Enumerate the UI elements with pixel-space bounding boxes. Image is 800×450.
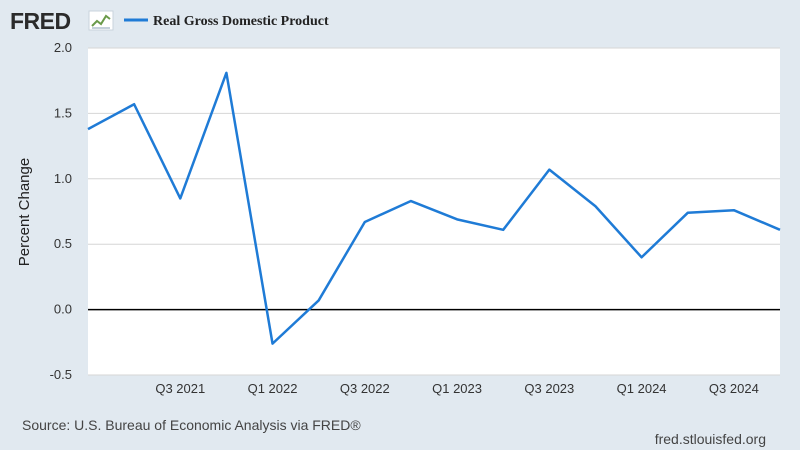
y-tick-label: -0.5 — [50, 367, 72, 382]
data-point[interactable] — [777, 227, 783, 233]
data-point[interactable] — [500, 227, 506, 233]
data-point[interactable] — [639, 254, 645, 260]
data-point[interactable] — [731, 207, 737, 213]
data-point[interactable] — [408, 198, 414, 204]
y-tick-label: 0.5 — [54, 236, 72, 251]
y-tick-label: 1.5 — [54, 105, 72, 120]
fred-chart-icon — [88, 10, 114, 31]
x-tick-label: Q3 2021 — [155, 381, 205, 396]
series-layer — [85, 70, 783, 347]
y-tick-label: 2.0 — [54, 40, 72, 55]
data-point[interactable] — [362, 219, 368, 225]
data-point[interactable] — [85, 126, 91, 132]
legend-label: Real Gross Domestic Product — [153, 14, 329, 29]
legend: Real Gross Domestic Product — [124, 14, 329, 29]
data-point[interactable] — [223, 70, 229, 76]
x-tick-label: Q1 2022 — [248, 381, 298, 396]
x-tick-label: Q3 2022 — [340, 381, 390, 396]
x-tick-label: Q1 2024 — [617, 381, 667, 396]
data-point[interactable] — [592, 203, 598, 209]
data-point[interactable] — [316, 297, 322, 303]
x-tick-label: Q3 2023 — [524, 381, 574, 396]
data-point[interactable] — [546, 167, 552, 173]
fred-logo[interactable]: FRED — [10, 8, 114, 34]
data-point[interactable] — [454, 216, 460, 222]
data-point[interactable] — [177, 195, 183, 201]
gridlines — [88, 47, 780, 376]
source-note: Source: U.S. Bureau of Economic Analysis… — [22, 417, 361, 433]
y-axis-ticks: 2.0 1.5 1.0 0.5 0.0 -0.5 — [50, 40, 72, 382]
y-tick-label: 0.0 — [54, 302, 72, 317]
series-line[interactable] — [87, 71, 781, 345]
y-axis-title: Percent Change — [16, 158, 33, 266]
y-tick-label: 1.0 — [54, 171, 72, 186]
data-point[interactable] — [685, 210, 691, 216]
x-tick-label: Q1 2023 — [432, 381, 482, 396]
data-point[interactable] — [131, 101, 137, 107]
fred-logo-text: FRED — [10, 8, 71, 34]
data-point[interactable] — [270, 341, 276, 347]
x-tick-label: Q3 2024 — [709, 381, 759, 396]
x-axis-ticks: Q3 2021 Q1 2022 Q3 2022 Q1 2023 Q3 2023 Q1 20… — [155, 381, 758, 396]
site-link[interactable]: fred.stlouisfed.org — [654, 431, 766, 447]
